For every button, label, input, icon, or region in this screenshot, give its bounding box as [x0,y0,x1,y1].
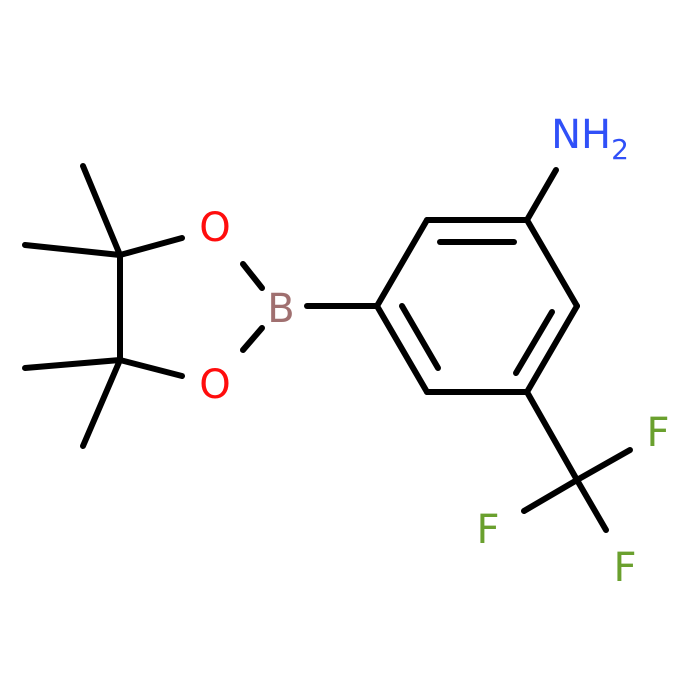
atom-labels: NH2 BO O F F F [199,112,669,591]
atom-label: F [646,410,669,456]
atom-symbol: O [199,362,230,408]
atom-symbol: O [199,205,230,251]
atom-label: NH2 [551,112,629,166]
atom-label: B [267,286,294,332]
atom-label: F [476,507,499,553]
atom-symbol: B [267,286,294,332]
atom-symbol: F [613,545,636,591]
bonds [22,163,633,533]
atom-symbol: F [646,410,669,456]
subscript: 2 [611,133,629,166]
atom-label: O [199,205,230,251]
atom-symbol: F [476,507,499,553]
atom-label: O [199,362,230,408]
atom-label: F [613,545,636,591]
atom-symbol: NH [551,112,611,158]
